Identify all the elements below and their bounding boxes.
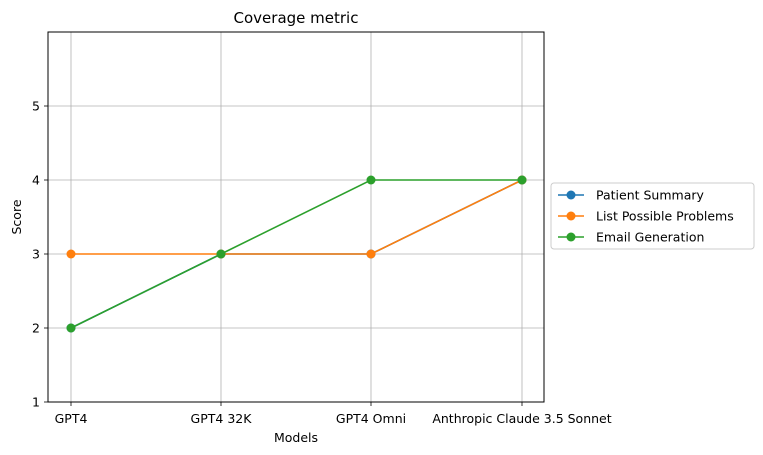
x-tick-label: GPT4 Omni — [336, 411, 406, 426]
y-tick-label: 4 — [32, 173, 40, 188]
x-tick-label: GPT4 — [55, 411, 88, 426]
plot-area-frame — [47, 31, 545, 403]
data-point — [366, 175, 376, 185]
x-axis-title: Models — [274, 430, 318, 445]
x-tick-label: GPT4 32K — [191, 411, 253, 426]
legend-label: Patient Summary — [596, 188, 705, 203]
y-tick-label: 1 — [32, 395, 40, 410]
series-line — [70, 179, 522, 329]
chart-title: Coverage metric — [234, 9, 359, 27]
data-point — [66, 323, 76, 333]
y-axis: 1 2 3 4 5 — [32, 99, 48, 410]
series-line — [71, 179, 523, 255]
series-lines — [66, 175, 527, 333]
legend-swatch-marker — [566, 232, 576, 242]
x-axis: GPT4 GPT4 32K GPT4 Omni Anthropic Claude 3.… — [55, 402, 612, 426]
legend-swatch-marker — [566, 190, 576, 200]
y-axis-title: Score — [9, 199, 24, 234]
y-tick-label: 2 — [32, 321, 40, 336]
y-tick-label: 5 — [32, 99, 40, 114]
x-tick-label: Anthropic Claude 3.5 Sonnet — [432, 411, 611, 426]
data-point — [216, 249, 226, 259]
data-point — [366, 249, 376, 259]
data-point — [66, 249, 76, 259]
legend: Patient Summary List Possible Problems Ema… — [550, 182, 755, 250]
legend-swatch-marker — [566, 211, 576, 221]
y-tick-label: 3 — [32, 247, 40, 262]
data-point — [517, 175, 527, 185]
legend-label: List Possible Problems — [596, 209, 734, 224]
legend-label: Email Generation — [596, 230, 704, 245]
legend-frame — [550, 182, 755, 250]
